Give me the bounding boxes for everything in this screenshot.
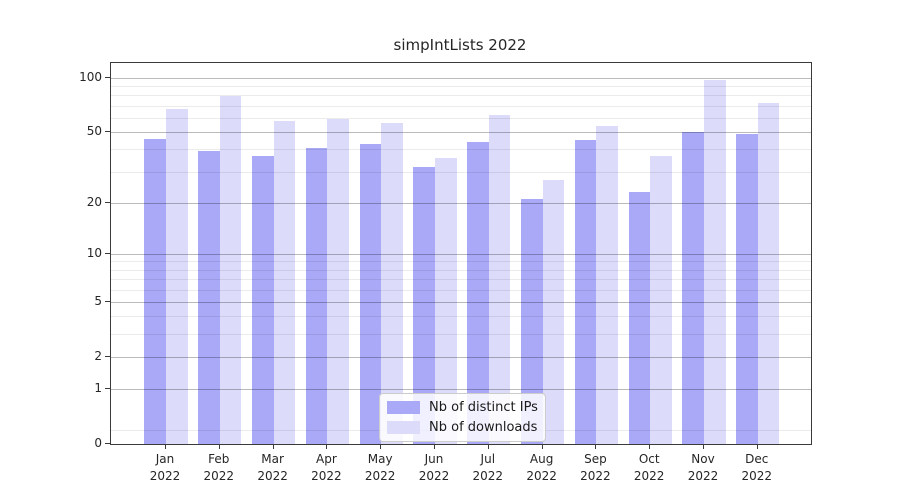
y-tick-mark-2 bbox=[105, 355, 110, 357]
y-tick-label-1: 1 bbox=[94, 381, 102, 396]
bar-downloads-jun bbox=[435, 157, 457, 444]
major-gridline-50 bbox=[111, 132, 811, 134]
bar-distinct-ips-mar bbox=[251, 155, 274, 444]
y-tick-label-100: 100 bbox=[79, 69, 102, 84]
major-gridline-100 bbox=[111, 77, 811, 79]
y-tick-label-2: 2 bbox=[94, 348, 102, 363]
x-tick-label-jul: Jul 2022 bbox=[472, 452, 504, 483]
minor-gridline-4 bbox=[111, 316, 811, 318]
x-tick-label-jan: Jan 2022 bbox=[149, 452, 181, 483]
legend-swatch-downloads bbox=[387, 421, 420, 434]
bar-downloads-dec bbox=[757, 102, 780, 444]
x-tick-label-sep: Sep 2022 bbox=[580, 452, 611, 483]
bar-downloads-nov bbox=[704, 80, 726, 444]
x-tick-mark-dec bbox=[756, 444, 758, 449]
x-tick-mark-oct bbox=[649, 444, 651, 449]
bar-distinct-ips-dec bbox=[736, 133, 758, 444]
x-tick-label-nov: Nov 2022 bbox=[687, 452, 719, 483]
x-tick-mark-nov bbox=[703, 444, 704, 449]
major-gridline-5 bbox=[111, 301, 811, 303]
minor-gridline-60 bbox=[111, 117, 811, 119]
y-tick-mark-10 bbox=[105, 252, 110, 254]
minor-gridline-30 bbox=[111, 171, 811, 173]
major-gridline-1 bbox=[111, 389, 811, 391]
x-tick-mark-feb bbox=[218, 444, 220, 449]
major-gridline-10 bbox=[111, 253, 811, 255]
bar-downloads-oct bbox=[650, 155, 672, 444]
minor-gridline-40 bbox=[111, 149, 811, 151]
minor-gridline-7 bbox=[111, 279, 811, 281]
minor-gridline-3 bbox=[111, 334, 811, 336]
bar-distinct-ips-oct bbox=[628, 191, 651, 444]
bar-distinct-ips-aug bbox=[520, 198, 543, 444]
minor-gridline-80 bbox=[111, 95, 811, 97]
bar-distinct-ips-jun bbox=[413, 166, 435, 444]
x-tick-mark-aug bbox=[541, 444, 543, 449]
x-tick-mark-sep bbox=[595, 444, 597, 449]
legend-label-downloads: Nb of downloads bbox=[429, 420, 538, 435]
minor-gridline-70 bbox=[111, 105, 811, 107]
y-tick-mark-50 bbox=[105, 131, 110, 133]
legend-item-downloads: Nb of downloads bbox=[387, 420, 537, 435]
x-tick-label-aug: Aug 2022 bbox=[526, 452, 557, 483]
bar-distinct-ips-sep bbox=[574, 140, 597, 444]
major-gridline-20 bbox=[111, 202, 811, 204]
y-tick-mark-1 bbox=[105, 388, 110, 390]
x-tick-label-dec: Dec 2022 bbox=[741, 452, 773, 483]
bar-downloads-jul bbox=[488, 115, 511, 444]
y-tick-label-10: 10 bbox=[86, 245, 102, 260]
x-tick-label-jun: Jun 2022 bbox=[418, 452, 450, 483]
bar-downloads-apr bbox=[327, 119, 350, 444]
x-tick-mark-mar bbox=[272, 444, 274, 449]
bar-distinct-ips-feb bbox=[198, 151, 220, 444]
plot-area: Nb of distinct IPs Nb of downloads bbox=[110, 62, 812, 445]
y-tick-mark-0 bbox=[105, 443, 110, 444]
bar-distinct-ips-jan bbox=[144, 138, 166, 444]
legend-item-distinct-ips: Nb of distinct IPs bbox=[387, 400, 538, 415]
minor-gridline-8 bbox=[111, 269, 811, 271]
bar-downloads-mar bbox=[273, 120, 296, 444]
bar-downloads-may bbox=[381, 123, 403, 444]
x-tick-mark-apr bbox=[326, 444, 328, 449]
bar-downloads-aug bbox=[542, 179, 565, 444]
x-tick-label-feb: Feb 2022 bbox=[203, 452, 235, 483]
bar-distinct-ips-apr bbox=[305, 147, 328, 444]
bar-distinct-ips-may bbox=[359, 143, 382, 444]
x-tick-mark-jul bbox=[487, 444, 489, 449]
y-tick-mark-100 bbox=[105, 76, 110, 78]
bar-distinct-ips-jul bbox=[467, 142, 489, 444]
y-tick-label-0: 0 bbox=[94, 436, 102, 450]
y-tick-mark-20 bbox=[105, 201, 110, 203]
minor-gridline-90 bbox=[111, 86, 811, 88]
y-tick-label-50: 50 bbox=[86, 124, 102, 139]
x-tick-label-oct: Oct 2022 bbox=[633, 452, 665, 483]
x-tick-label-mar: Mar 2022 bbox=[257, 452, 288, 483]
x-tick-label-apr: Apr 2022 bbox=[311, 452, 342, 483]
legend: Nb of distinct IPs Nb of downloads bbox=[379, 393, 546, 442]
minor-gridline-6 bbox=[111, 289, 811, 291]
chart-title: simpIntLists 2022 bbox=[393, 36, 527, 54]
x-tick-mark-jun bbox=[434, 444, 435, 449]
y-tick-label-20: 20 bbox=[86, 194, 102, 209]
major-gridline-2 bbox=[111, 356, 811, 358]
bar-downloads-jan bbox=[166, 109, 188, 444]
bar-distinct-ips-nov bbox=[682, 132, 704, 444]
minor-gridline-9 bbox=[111, 261, 811, 263]
y-tick-mark-5 bbox=[105, 300, 110, 302]
x-tick-mark-may bbox=[380, 444, 382, 449]
legend-swatch-distinct-ips bbox=[387, 401, 420, 414]
y-tick-label-5: 5 bbox=[94, 293, 102, 308]
x-tick-label-may: May 2022 bbox=[364, 452, 396, 483]
legend-label-distinct-ips: Nb of distinct IPs bbox=[429, 400, 538, 415]
bar-downloads-feb bbox=[219, 96, 242, 444]
x-tick-mark-jan bbox=[165, 444, 166, 449]
bar-downloads-sep bbox=[596, 126, 619, 444]
